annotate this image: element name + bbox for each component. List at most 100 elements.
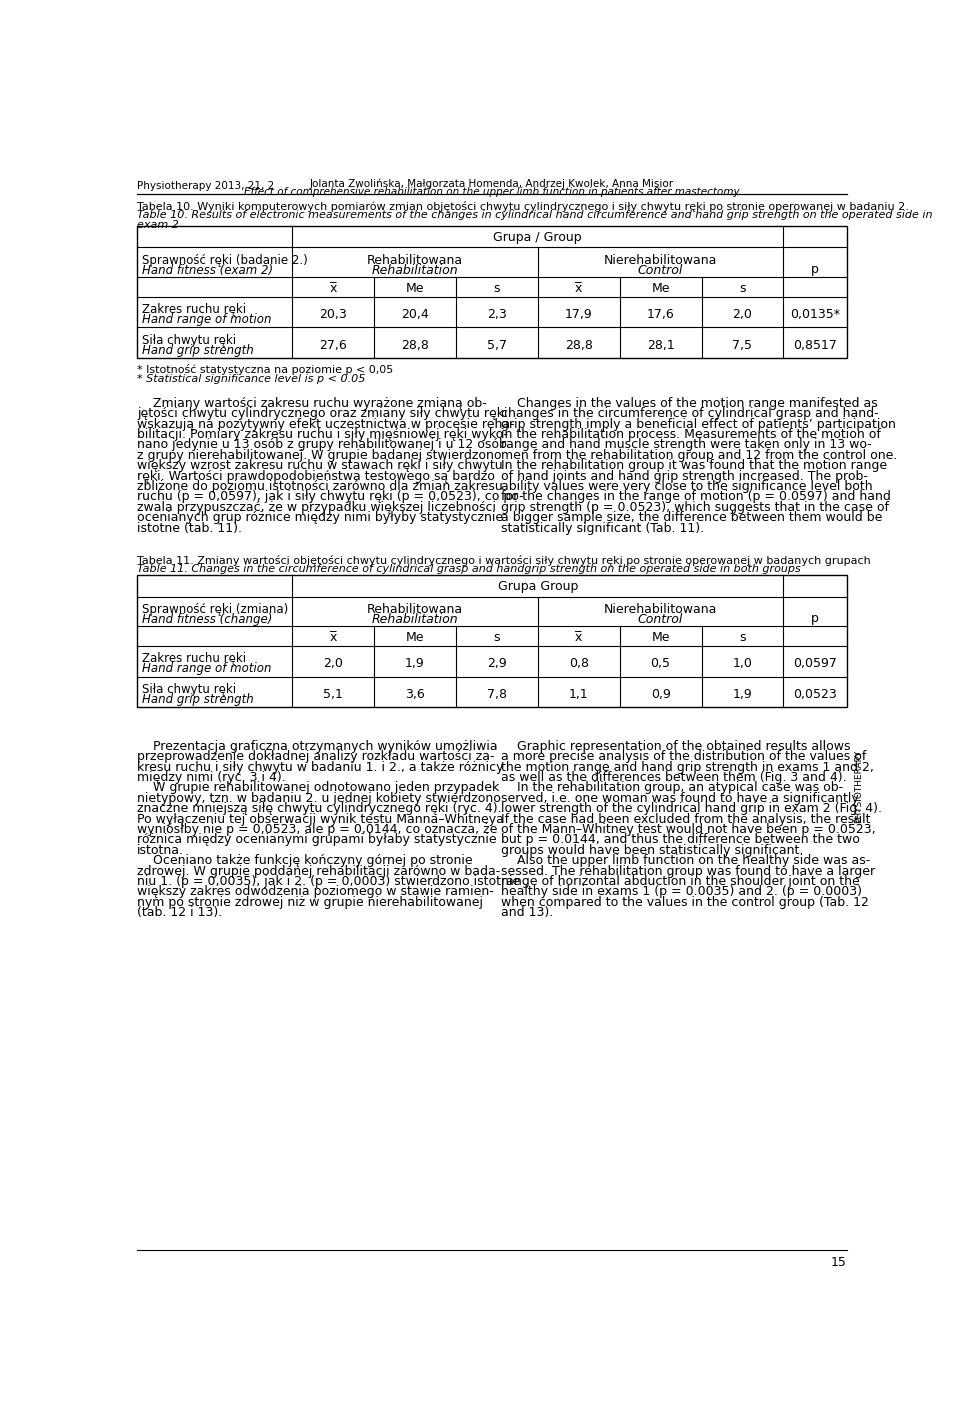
Text: * Istotność statystyczna na poziomie p < 0,05: * Istotność statystyczna na poziomie p <… [137,365,394,375]
Text: p: p [811,612,819,625]
Text: niu 1. (p = 0,0035), jak i 2. (p = 0,0003) stwierdzono istotnie: niu 1. (p = 0,0035), jak i 2. (p = 0,000… [137,875,520,888]
Text: s: s [739,632,746,645]
Text: ability values were very close to the significance level both: ability values were very close to the si… [501,480,873,493]
Text: x̅: x̅ [329,283,337,295]
Text: różnica między ocenianymi grupami byłaby statystycznie: różnica między ocenianymi grupami byłaby… [137,834,496,846]
Text: 1,9: 1,9 [732,689,753,701]
Text: wskazują na pozytywny efekt uczestnictwa w procesie reha-: wskazują na pozytywny efekt uczestnictwa… [137,417,515,430]
Text: Table 11. Changes in the circumference of cylindrical grasp and handgrip strengt: Table 11. Changes in the circumference o… [137,564,801,574]
Text: Zmiany wartości zakresu ruchu wyrażone zmianą ob-: Zmiany wartości zakresu ruchu wyrażone z… [137,396,487,410]
Text: 0,5: 0,5 [651,657,671,670]
Text: 5,1: 5,1 [324,689,343,701]
Text: healthy side in exams 1 (p = 0.0035) and 2. (p = 0.0003): healthy side in exams 1 (p = 0.0035) and… [501,885,862,899]
Text: range of horizontal abduction in the shoulder joint on the: range of horizontal abduction in the sho… [501,875,860,888]
Text: bilitacji. Pomiary zakresu ruchu i siły mięśniowej ręki wyko-: bilitacji. Pomiary zakresu ruchu i siły … [137,427,508,442]
Text: statistically significant (Tab. 11).: statistically significant (Tab. 11). [501,521,705,534]
Text: as well as the differences between them (Fig. 3 and 4).: as well as the differences between them … [501,771,847,784]
Text: z grupy nierehabilitowanej. W grupie badanej stwierdzono: z grupy nierehabilitowanej. W grupie bad… [137,449,501,462]
Text: x̅: x̅ [329,632,337,645]
Text: większy wzrost zakresu ruchu w stawach ręki i siły chwytu: większy wzrost zakresu ruchu w stawach r… [137,459,503,471]
Text: x̅: x̅ [575,283,583,295]
Text: 7,5: 7,5 [732,339,753,352]
Text: Me: Me [406,283,424,295]
Text: 0,0597: 0,0597 [793,657,837,670]
Text: wyniósłby nie p = 0,0523, ale p = 0,0144, co oznacza, że: wyniósłby nie p = 0,0523, ale p = 0,0144… [137,824,497,836]
Text: Hand grip strength: Hand grip strength [142,344,253,356]
Text: p: p [811,263,819,275]
Text: Table 10. Results of electronic measurements of the changes in cylindrical hand : Table 10. Results of electronic measurem… [137,210,932,220]
Text: ręki. Wartości prawdopodobieństwa testowego są bardzo: ręki. Wartości prawdopodobieństwa testow… [137,470,495,483]
Text: Zakres ruchu ręki: Zakres ruchu ręki [142,302,246,315]
Text: 1,1: 1,1 [568,689,588,701]
Text: istotne (tab. 11).: istotne (tab. 11). [137,521,242,534]
Text: 0,0135*: 0,0135* [790,308,840,321]
Text: 2,9: 2,9 [487,657,507,670]
Text: Graphic representation of the obtained results allows: Graphic representation of the obtained r… [501,740,851,753]
Text: Me: Me [651,632,670,645]
Text: 15: 15 [831,1257,847,1269]
Text: nietypowy, tzn. w badaniu 2. u jednej kobiety stwierdzono: nietypowy, tzn. w badaniu 2. u jednej ko… [137,792,501,805]
Text: kresu ruchu i siły chwytu w badaniu 1. i 2., a także różnicy: kresu ruchu i siły chwytu w badaniu 1. i… [137,761,504,774]
Text: in the rehabilitation process. Measurements of the motion of: in the rehabilitation process. Measureme… [501,427,881,442]
Text: 0,8: 0,8 [568,657,588,670]
Text: 2,0: 2,0 [732,308,753,321]
Text: 0,0523: 0,0523 [793,689,837,701]
Text: * Statistical significance level is p < 0.05: * Statistical significance level is p < … [137,373,366,383]
Text: 17,6: 17,6 [647,308,675,321]
Text: men from the rehabilitation group and 12 from the control one.: men from the rehabilitation group and 12… [501,449,898,462]
Bar [137,226,847,358]
Text: Rehabilitowana: Rehabilitowana [367,254,463,267]
Text: 2,3: 2,3 [487,308,507,321]
Text: when compared to the values in the control group (Tab. 12: when compared to the values in the contr… [501,896,869,909]
Text: Me: Me [406,632,424,645]
Text: Zakres ruchu ręki: Zakres ruchu ręki [142,652,246,665]
Text: served, i.e. one woman was found to have a significantly: served, i.e. one woman was found to have… [501,792,859,805]
Text: 28,8: 28,8 [401,339,429,352]
Text: 5,7: 5,7 [487,339,507,352]
Text: In the rehabilitation group it was found that the motion range: In the rehabilitation group it was found… [501,459,887,471]
Text: If the case had been excluded from the analysis, the result: If the case had been excluded from the a… [501,812,871,825]
Text: Control: Control [637,264,684,277]
Text: 28,1: 28,1 [647,339,675,352]
Text: istotna.: istotna. [137,843,184,856]
Text: nano jedynie u 13 osób z grupy rehabilitowanej i u 12 osób: nano jedynie u 13 osób z grupy rehabilit… [137,439,507,452]
Text: Nierehabilitowana: Nierehabilitowana [604,602,717,616]
Text: przeprowadzenie dokładnej analizy rozkładu wartości za-: przeprowadzenie dokładnej analizy rozkła… [137,750,494,763]
Text: Jolanta Zwolińska, Małgorzata Homenda, Andrzej Kwolek, Anna Misior: Jolanta Zwolińska, Małgorzata Homenda, A… [310,178,674,189]
Text: Changes in the values of the motion range manifested as: Changes in the values of the motion rang… [501,396,878,410]
Text: Rehabilitowana: Rehabilitowana [367,602,463,616]
Text: Effect of comprehensive rehabilitation on the upper limb function in patients af: Effect of comprehensive rehabilitation o… [244,186,740,196]
Text: a more precise analysis of the distribution of the values of: a more precise analysis of the distribut… [501,750,867,763]
Text: s: s [739,283,746,295]
Text: sessed. The rehabilitation group was found to have a larger: sessed. The rehabilitation group was fou… [501,865,876,878]
Text: Physiotherapy 2013, 21, 2: Physiotherapy 2013, 21, 2 [137,182,275,192]
Text: s: s [493,632,500,645]
Text: zdrowej. W grupie poddanej rehabilitacji zarówno w bada-: zdrowej. W grupie poddanej rehabilitacji… [137,865,500,878]
Text: Rehabilitation: Rehabilitation [372,264,458,277]
Text: zwala przypuszczać, że w przypadku większej liczebności: zwala przypuszczać, że w przypadku więks… [137,501,496,514]
Text: of the Mann–Whitney test would not have been p = 0.0523,: of the Mann–Whitney test would not have … [501,824,876,836]
Text: Hand range of motion: Hand range of motion [142,312,271,325]
Text: and 13).: and 13). [501,906,554,919]
Text: but p = 0.0144, and thus the difference between the two: but p = 0.0144, and thus the difference … [501,834,860,846]
Text: groups would have been statistically significant.: groups would have been statistically sig… [501,843,804,856]
Text: exam 2: exam 2 [137,220,179,230]
Text: 28,8: 28,8 [564,339,592,352]
Text: Control: Control [637,613,684,626]
Text: (tab. 12 i 13).: (tab. 12 i 13). [137,906,223,919]
Text: 1,9: 1,9 [405,657,424,670]
Bar [137,575,847,707]
Text: grip strength (p = 0.0523), which suggests that in the case of: grip strength (p = 0.0523), which sugges… [501,501,889,514]
Text: Also the upper limb function on the healthy side was as-: Also the upper limb function on the heal… [501,855,871,868]
Text: 7,8: 7,8 [487,689,507,701]
Text: Grupa / Group: Grupa / Group [493,231,582,244]
Text: s: s [493,283,500,295]
Text: Hand fitness (change): Hand fitness (change) [142,613,272,626]
Text: między nimi (ryc. 3 i 4).: między nimi (ryc. 3 i 4). [137,771,286,784]
Text: ruchu (p = 0,0597), jak i siły chwytu ręki (p = 0,0523), co po-: ruchu (p = 0,0597), jak i siły chwytu rę… [137,490,523,503]
Text: nym po stronie zdrowej niż w grupie nierehabilitowanej: nym po stronie zdrowej niż w grupie nier… [137,896,483,909]
Text: In the rehabilitation group, an atypical case was ob-: In the rehabilitation group, an atypical… [501,781,844,794]
Text: lower strength of the cylindrical hand grip in exam 2 (Fig. 4).: lower strength of the cylindrical hand g… [501,802,882,815]
Text: grip strength imply a beneficial effect of patients’ participation: grip strength imply a beneficial effect … [501,417,897,430]
Text: 27,6: 27,6 [319,339,347,352]
